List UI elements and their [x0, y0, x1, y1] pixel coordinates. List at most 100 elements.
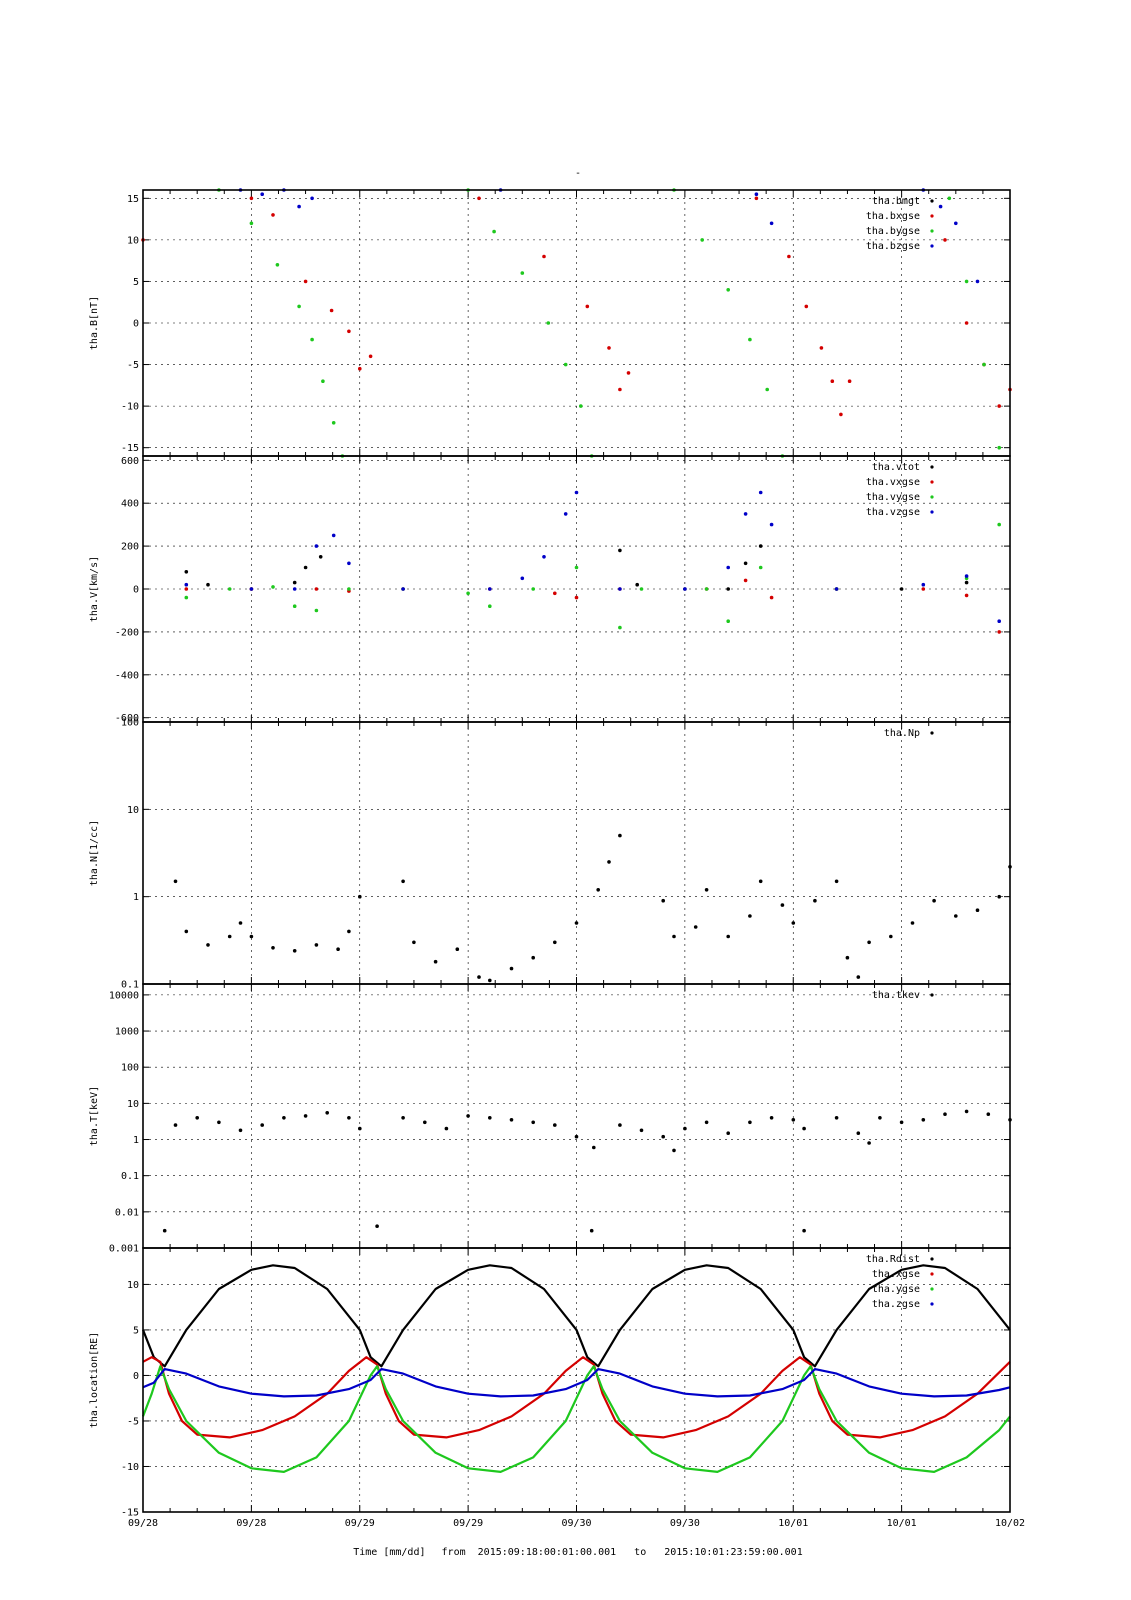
legend-marker: [930, 244, 934, 248]
series-tha-vtot: [184, 544, 969, 591]
data-point: [943, 238, 947, 242]
series-line: [142, 1356, 1011, 1439]
data-point: [932, 898, 936, 903]
y-tick-label: 0.1: [121, 1171, 139, 1182]
legend-label: tha.vygse: [866, 492, 920, 503]
x-tick-label: 10/01: [887, 1518, 917, 1529]
y-tick-label: -15: [121, 1508, 139, 1519]
data-point: [375, 1224, 379, 1228]
series-line: [141, 1365, 1011, 1473]
series-tha-zgse: [142, 1368, 1011, 1398]
data-point: [769, 221, 774, 226]
data-point: [488, 587, 492, 591]
legend-marker: [930, 199, 934, 203]
data-point: [921, 582, 926, 587]
data-point: [867, 940, 871, 945]
data-point: [303, 279, 308, 284]
data-point: [780, 903, 785, 907]
data-point: [585, 304, 590, 309]
data-point: [455, 947, 460, 951]
data-point: [310, 337, 314, 342]
data-point: [217, 1120, 221, 1125]
data-point: [889, 934, 893, 939]
data-point: [856, 1131, 861, 1135]
y-tick-label: 400: [121, 499, 139, 510]
y-tick-label: 10: [127, 1099, 139, 1110]
data-point: [997, 445, 1001, 450]
panel-3: 0.1 1 10 100 tha.N[1/cc] tha.Np: [89, 718, 1012, 991]
legend-label: tha.xgse: [872, 1269, 920, 1280]
y-tick-label: -15: [121, 443, 139, 454]
y-tick-label: 1: [133, 892, 139, 903]
data-point: [683, 587, 687, 591]
data-point: [563, 362, 568, 367]
data-point: [726, 288, 730, 292]
data-point: [997, 404, 1001, 408]
y-tick-label: 5: [133, 1325, 139, 1336]
data-point: [314, 608, 319, 613]
data-point: [754, 192, 759, 196]
y-axis-label: tha.N[1/cc]: [89, 820, 100, 886]
data-point: [579, 404, 583, 408]
data-point: [321, 379, 325, 384]
data-point: [542, 254, 546, 259]
data-point: [401, 879, 405, 884]
data-point: [830, 379, 835, 384]
data-point: [238, 921, 243, 925]
data-point: [563, 512, 568, 516]
data-point: [975, 279, 980, 284]
data-point: [964, 574, 969, 578]
y-tick-label: -200: [115, 627, 139, 638]
legend-marker: [930, 214, 934, 218]
panel-frame: [142, 1247, 1011, 1513]
data-point: [845, 955, 850, 960]
data-point: [982, 362, 986, 367]
legend-label: tha.zgse: [872, 1299, 920, 1310]
data-point: [271, 213, 275, 217]
legend-label: tha.bygse: [866, 226, 920, 237]
data-point: [325, 1111, 330, 1115]
data-point: [672, 1148, 676, 1153]
x-tick-label: 09/29: [453, 1518, 483, 1529]
data-point: [162, 1228, 167, 1233]
footer-to: to: [634, 1547, 646, 1558]
data-point: [704, 888, 709, 892]
data-point: [834, 1116, 839, 1120]
data-point: [607, 346, 611, 350]
data-point: [260, 1123, 265, 1127]
panel-4: 0.001 0.01 0.1 1 10 100 1000 10000 tha.T[keV] tha…: [89, 983, 1012, 1255]
data-point: [700, 238, 704, 242]
data-point: [943, 1112, 947, 1116]
x-axis-tick-labels: 09/28 09/28 09/29 09/29 09/30 09/30 10/01 10/01…: [128, 1518, 1025, 1529]
legend-marker: [930, 1287, 934, 1291]
data-point: [542, 555, 546, 559]
series-tha-Rdist: [141, 1264, 1011, 1368]
data-point: [520, 576, 525, 581]
legend-label: tha.Rdist: [866, 1254, 920, 1265]
data-point: [997, 619, 1001, 623]
y-tick-label: -5: [127, 360, 139, 371]
y-tick-label: 10000: [109, 990, 139, 1001]
data-point: [531, 587, 535, 591]
data-point: [329, 308, 334, 313]
data-point: [758, 490, 763, 495]
data-point: [271, 585, 275, 589]
y-tick-label: 15: [127, 194, 139, 205]
data-point: [206, 582, 210, 587]
data-point: [693, 925, 698, 929]
data-point: [726, 565, 730, 570]
series-tha-xgse: [142, 1356, 1011, 1439]
data-point: [546, 321, 551, 325]
data-point: [661, 1134, 665, 1139]
data-point: [318, 555, 323, 559]
data-point: [477, 975, 481, 979]
data-point: [358, 894, 362, 899]
data-point: [758, 565, 763, 570]
footer-from: from: [442, 1547, 466, 1558]
data-point: [488, 1116, 492, 1120]
data-point: [618, 587, 622, 591]
data-point: [947, 196, 952, 201]
data-point: [553, 1123, 557, 1127]
panel-2: -600 -400 -200 0 200 400 600 tha.V[km/s] tha.vto…: [89, 455, 1011, 724]
data-point: [997, 894, 1001, 899]
